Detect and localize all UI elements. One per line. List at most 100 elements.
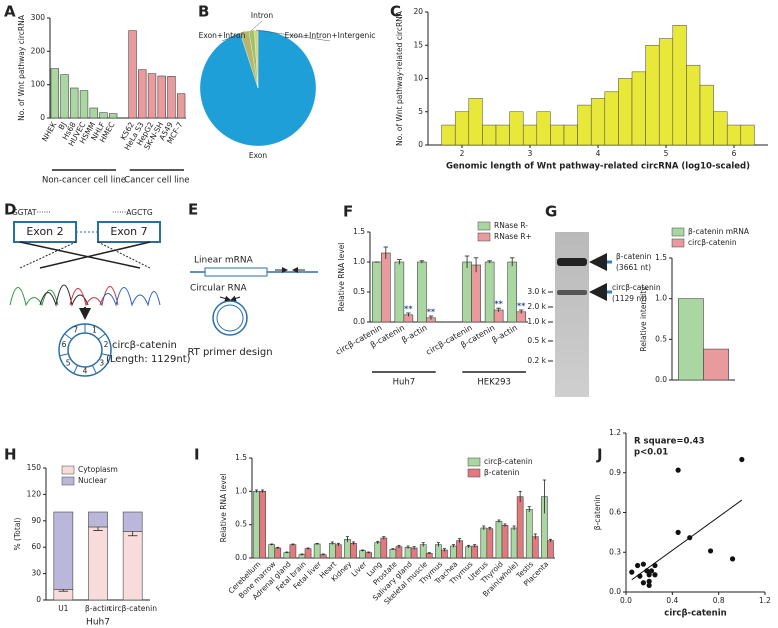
histogram-bar [468,98,483,146]
histogram-bar [577,104,592,146]
segments: 123 4 5 67 [59,324,111,376]
bar [365,552,372,559]
x-tick-label: 0.8 [713,596,725,605]
y-tick-label: 150 [27,463,42,472]
point [634,562,641,569]
y-tick-label: 0 [36,595,41,604]
histogram-bar [713,111,728,146]
point [739,456,745,463]
legend-swatch [467,468,481,478]
y-tick-label: 0.5 [235,520,247,529]
bar [122,531,143,601]
bar [289,544,297,559]
point [652,572,658,578]
legend-label: Cytoplasm [78,465,118,474]
histogram-bar [604,91,619,146]
legend-swatch [671,227,685,237]
histogram-bar [550,124,565,146]
point [648,568,655,574]
bar [404,547,412,559]
bar [53,511,74,590]
gel-lane [555,232,589,397]
histogram-bar [536,111,551,146]
histogram-bar [726,124,742,146]
legend-label: β-catenin [484,468,520,477]
y-tick-label: 0.0 [609,587,621,596]
bar [486,528,494,559]
bar [525,509,533,559]
x-tick-label: β-actin [400,323,429,345]
y-axis-label: β-catenin [593,495,602,531]
histogram-bar [686,64,701,146]
junction-line [39,241,151,269]
junction-line [19,241,141,269]
significance: ** [517,302,526,311]
x-axis-label: Huh7 [86,618,110,628]
circ-name: circβ-catenin [112,340,177,351]
legend-swatch [477,232,491,242]
histogram-bar [658,38,674,146]
slice-label: Exon [249,151,268,160]
bar [176,93,186,119]
annotation: R square=0.43 [634,437,705,447]
bar [60,74,69,119]
point [729,556,736,562]
band-name: β-catenin [616,252,652,261]
bar [471,545,479,559]
segment-divider [101,353,111,357]
bar [147,73,157,119]
y-axis-label: Relative intensity [639,286,648,352]
bar [274,547,282,559]
linear-label: Linear mRNA [194,256,254,266]
group-label: HEK293 [477,378,511,388]
annotation: p<0.01 [634,448,668,458]
point [646,582,652,588]
histogram-bar [740,124,755,146]
y-tick-label: 300 [31,13,46,22]
bar [417,261,427,323]
legend-swatch [61,476,75,486]
bar [456,540,463,559]
point [675,529,681,535]
y-tick-label: 1.5 [655,253,667,262]
y-tick-label: 0.0 [235,553,247,562]
exon-label: Exon 2 [26,225,63,238]
segment-divider [64,333,73,340]
panel-label: B [198,3,209,21]
bar [374,542,382,559]
x-tick-label: 0.4 [666,596,678,605]
segment-divider [91,365,97,374]
y-tick-label: 1.5 [235,453,247,462]
bar [313,543,321,559]
legend-label: Nuclear [78,476,108,485]
y-tick-label: 120 [27,489,42,498]
y-tick-label: 5 [418,107,423,116]
marker-label: 2.0 k [527,302,546,311]
bar [99,112,108,119]
y-axis-label: No. of Wnt pathway-related circRNA [395,10,404,146]
bar [516,496,524,559]
bar [410,547,418,559]
y-tick-label: 100 [31,80,46,89]
panel-label: F [343,203,353,221]
y-tick-label: 0.0 [353,317,365,326]
group-label: Non-cancer cell line [42,176,126,186]
significance: ** [404,305,413,314]
marker-label: 0.5 k [527,336,546,345]
segment-number: 6 [62,340,67,349]
bar [88,526,108,601]
band-size: (1129 nt) [612,294,647,303]
bar [703,348,730,381]
bar [335,544,342,559]
caption: RT primer design [187,347,272,358]
panel-label: G [545,203,557,221]
y-tick-label: 0 [40,113,45,122]
bar [471,264,481,323]
histogram-bar [631,71,646,146]
gel-band [557,258,587,266]
histogram-bar [522,124,538,146]
y-tick-label: 0.3 [609,547,621,556]
band-size: (3661 nt) [616,263,651,272]
x-tick-label: circβ-catenin [108,604,157,613]
